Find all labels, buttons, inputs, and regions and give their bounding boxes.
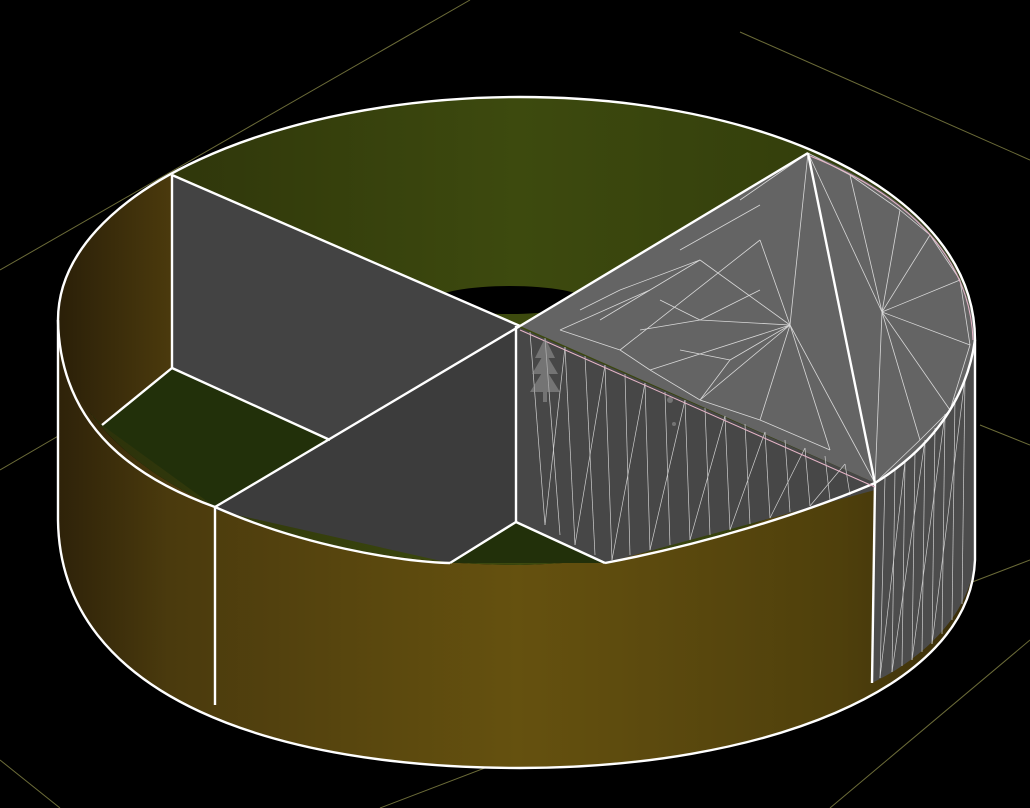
mesh-lines-outer-side [879, 377, 966, 679]
cut-face-front [215, 326, 520, 563]
meshed-top-wedge [520, 153, 975, 483]
floor-face-center [450, 522, 605, 563]
meshed-outer-side [872, 340, 975, 683]
cylinder-outer-wall [58, 320, 975, 768]
mesh-lines-cut-side [529, 331, 851, 561]
inner-wall-left [58, 175, 172, 425]
cut-face-back [172, 175, 520, 440]
gizmo-axis-icon[interactable] [530, 338, 676, 426]
feature-edges [56, 95, 977, 770]
selection-edges [519, 155, 974, 488]
